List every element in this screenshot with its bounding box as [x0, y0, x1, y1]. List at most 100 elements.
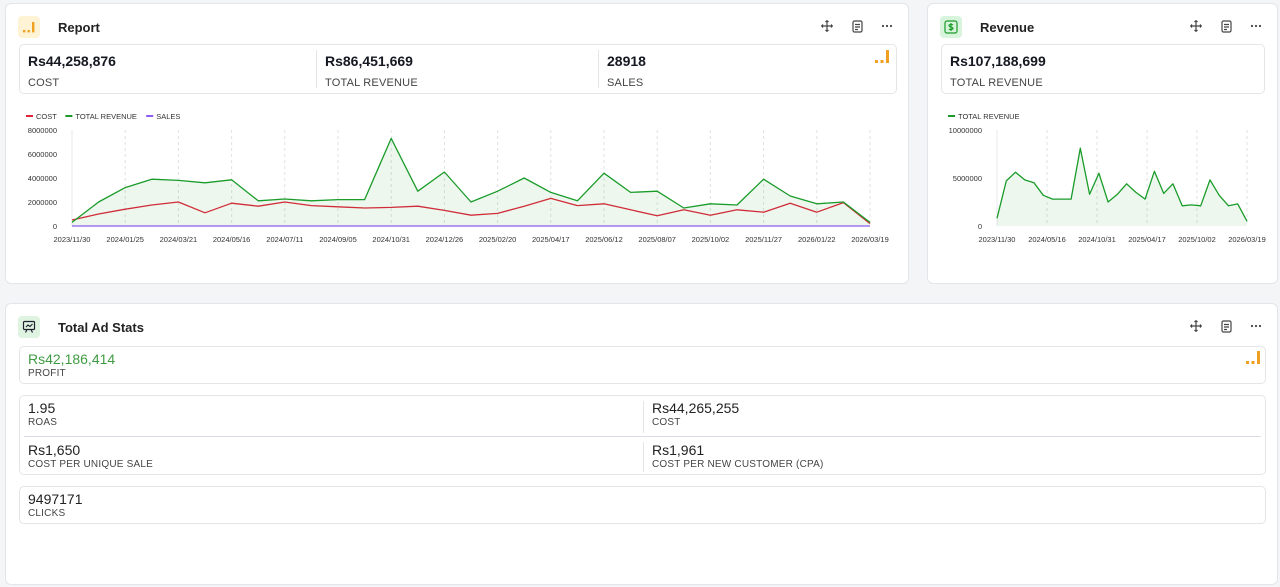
revenue-toolbar: [1189, 18, 1263, 34]
cpa-label: COST PER NEW CUSTOMER (CPA): [652, 459, 824, 470]
x-tick-label: 2024/03/21: [160, 235, 198, 244]
move-icon[interactable]: [1189, 18, 1203, 34]
x-tick-label: 2025/04/17: [1128, 235, 1166, 244]
clicks-label: CLICKS: [28, 508, 66, 519]
stat-cost: Rs44,258,876 COST: [20, 45, 316, 93]
cost-per-unique-sale-value: Rs1,650: [28, 442, 81, 458]
stat-roas: 1.95 ROAS: [20, 396, 643, 436]
report-summary: Rs44,258,876 COST Rs86,451,669 TOTAL REV…: [19, 44, 897, 94]
more-options-icon[interactable]: [1249, 318, 1263, 334]
x-tick-label: 2025/10/02: [1178, 235, 1216, 244]
y-tick-label: 2000000: [28, 198, 57, 207]
notes-icon[interactable]: [1219, 18, 1233, 34]
stat-value: Rs44,258,876: [28, 53, 116, 69]
ad-stats-card-header: Total Ad Stats: [6, 304, 1277, 348]
bar-chart-icon: [18, 16, 40, 38]
stat-total-revenue: Rs86,451,669 TOTAL REVENUE: [317, 45, 597, 93]
bar-chart-icon[interactable]: [874, 50, 890, 69]
x-tick-label: 2024/10/31: [1078, 235, 1116, 244]
dollar-icon: [940, 16, 962, 38]
stat-cost-per-unique-sale: Rs1,650 COST PER UNIQUE SALE: [20, 438, 643, 476]
stat-sales: 28918 SALES: [599, 45, 879, 93]
series-line: [71, 137, 871, 223]
y-tick-label: 8000000: [28, 126, 57, 135]
y-tick-label: 0: [978, 222, 982, 231]
y-tick-label: 5000000: [953, 174, 982, 183]
x-tick-label: 2024/10/31: [372, 235, 410, 244]
stat-value: Rs86,451,669: [325, 53, 413, 69]
move-icon[interactable]: [1189, 318, 1203, 334]
legend-label: SALES: [156, 112, 180, 121]
series-area: [997, 148, 1247, 226]
ad-metrics-grid: 1.95 ROAS Rs44,265,255 COST Rs1,650 COST…: [19, 395, 1266, 475]
stat-profit: Rs42,186,414 PROFIT: [20, 347, 620, 385]
x-tick-label: 2024/01/25: [106, 235, 144, 244]
x-tick-label: 2024/09/05: [319, 235, 357, 244]
legend-label: COST: [36, 112, 57, 121]
cost-label: COST: [652, 417, 681, 428]
x-tick-label: 2024/07/11: [266, 235, 303, 244]
series-line: [71, 197, 871, 225]
x-tick-label: 2023/11/30: [979, 235, 1016, 244]
stat-label: TOTAL REVENUE: [950, 77, 1043, 89]
bar-chart-icon[interactable]: [1245, 351, 1261, 370]
report-card-header: Report: [6, 4, 908, 48]
stat-label: SALES: [607, 77, 644, 89]
report-card: Report Rs44,258,876 COST Rs86,451,669 TO…: [5, 3, 909, 284]
cost-per-unique-sale-label: COST PER UNIQUE SALE: [28, 459, 153, 470]
stat-value: Rs107,188,699: [950, 53, 1046, 69]
profit-value: Rs42,186,414: [28, 351, 116, 367]
notes-icon[interactable]: [850, 18, 864, 34]
y-tick-label: 4000000: [28, 174, 57, 183]
x-tick-label: 2025/11/27: [745, 235, 782, 244]
cpa-value: Rs1,961: [652, 442, 705, 458]
cost-value: Rs44,265,255: [652, 400, 740, 416]
stat-clicks: 9497171 CLICKS: [20, 487, 620, 525]
series-area: [72, 138, 870, 226]
x-tick-label: 2026/01/22: [798, 235, 836, 244]
notes-icon[interactable]: [1219, 318, 1233, 334]
roas-label: ROAS: [28, 417, 58, 428]
x-tick-label: 2024/05/16: [213, 235, 251, 244]
report-toolbar: [820, 18, 894, 34]
move-icon[interactable]: [820, 18, 834, 34]
revenue-title: Revenue: [980, 20, 1035, 35]
x-tick-label: 2026/03/19: [1228, 235, 1266, 244]
divider: [643, 442, 644, 472]
roas-value: 1.95: [28, 400, 56, 416]
ad-stats-title: Total Ad Stats: [58, 320, 144, 335]
profit-label: PROFIT: [28, 368, 66, 379]
profit-box: Rs42,186,414 PROFIT: [19, 346, 1266, 384]
divider: [316, 50, 317, 88]
x-tick-label: 2025/08/07: [638, 235, 676, 244]
ad-stats-card: Total Ad Stats Rs42,186,414 PROFIT 1.95 …: [5, 303, 1278, 585]
revenue-card: Revenue Rs107,188,699 TOTAL REVENUE TOTA…: [927, 3, 1278, 284]
ad-stats-toolbar: [1189, 318, 1263, 334]
divider: [598, 50, 599, 88]
x-tick-label: 2026/03/19: [851, 235, 889, 244]
more-options-icon[interactable]: [1249, 18, 1263, 34]
x-tick-label: 2024/05/16: [1028, 235, 1066, 244]
y-tick-label: 6000000: [28, 150, 57, 159]
report-chart: COST TOTAL REVENUE SALES 0 2000000 4000000 600…: [26, 112, 889, 244]
more-options-icon[interactable]: [880, 18, 894, 34]
x-tick-label: 2025/02/20: [479, 235, 517, 244]
revenue-summary: Rs107,188,699 TOTAL REVENUE: [941, 44, 1265, 94]
presentation-icon: [18, 316, 40, 338]
stat-cost: Rs44,265,255 COST: [644, 396, 1264, 436]
report-title: Report: [58, 20, 100, 35]
x-tick-label: 2025/04/17: [532, 235, 570, 244]
series-line: [996, 147, 1248, 222]
revenue-card-header: Revenue: [928, 4, 1277, 48]
clicks-box: 9497171 CLICKS: [19, 486, 1266, 524]
x-tick-label: 2025/06/12: [585, 235, 623, 244]
legend-label: TOTAL REVENUE: [958, 112, 1020, 121]
legend-label: TOTAL REVENUE: [75, 112, 137, 121]
y-tick-label: 0: [53, 222, 57, 231]
stat-cpa: Rs1,961 COST PER NEW CUSTOMER (CPA): [644, 438, 1264, 476]
stat-label: COST: [28, 77, 60, 89]
stat-total-revenue: Rs107,188,699 TOTAL REVENUE: [942, 45, 1262, 93]
row-divider: [24, 436, 1261, 437]
x-tick-label: 2025/10/02: [692, 235, 730, 244]
clicks-value: 9497171: [28, 491, 83, 507]
